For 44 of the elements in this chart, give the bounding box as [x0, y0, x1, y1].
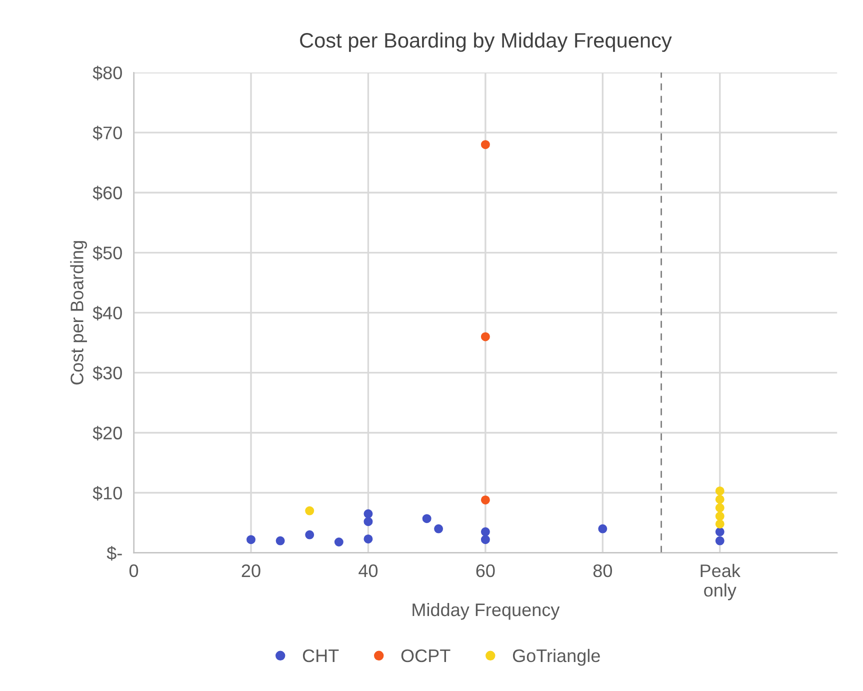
point [715, 536, 724, 546]
point [715, 494, 724, 504]
point [715, 519, 724, 528]
point [480, 527, 490, 536]
point [480, 332, 490, 342]
point [715, 486, 724, 496]
point [246, 535, 256, 544]
x-axis-title: Midday Frequency [412, 602, 560, 620]
point [434, 524, 444, 534]
y-tick-label: $70 [92, 126, 122, 140]
y-tick-label: $50 [92, 246, 122, 260]
y-tick-label: $10 [92, 486, 122, 501]
x-tick-label: 80 [593, 564, 612, 578]
y-tick-label: $40 [92, 306, 122, 320]
point [480, 535, 490, 544]
x-tick-label: 60 [476, 564, 495, 578]
y-tick-label: $30 [92, 366, 122, 381]
point [364, 509, 373, 518]
x-tick-label: 0 [129, 564, 138, 578]
y-axis-title: Cost per Boarding [70, 241, 87, 385]
y-tick-label: $60 [92, 186, 122, 200]
point [598, 524, 608, 534]
legend-label: OCPT [401, 649, 450, 662]
point [364, 517, 373, 526]
point [364, 534, 373, 544]
legend-label: GoTriangle [512, 648, 600, 666]
point [334, 537, 344, 546]
point [480, 495, 490, 504]
y-tick-label: $80 [92, 66, 122, 80]
point [715, 503, 724, 512]
point [305, 506, 314, 516]
x-tick-label: 40 [358, 564, 378, 578]
y-tick-label: $20 [92, 426, 122, 441]
point [276, 536, 285, 546]
x-tick-label: Peak only [700, 564, 740, 600]
point [305, 530, 314, 540]
point [715, 527, 724, 536]
legend-label: CHT [302, 649, 339, 662]
point [480, 140, 490, 150]
y-tick-label: $- [106, 546, 122, 561]
point [422, 514, 432, 524]
point [715, 512, 724, 521]
chart-title: Cost per Boarding by Midday Frequency [300, 32, 672, 52]
x-tick-label: 20 [242, 564, 260, 578]
